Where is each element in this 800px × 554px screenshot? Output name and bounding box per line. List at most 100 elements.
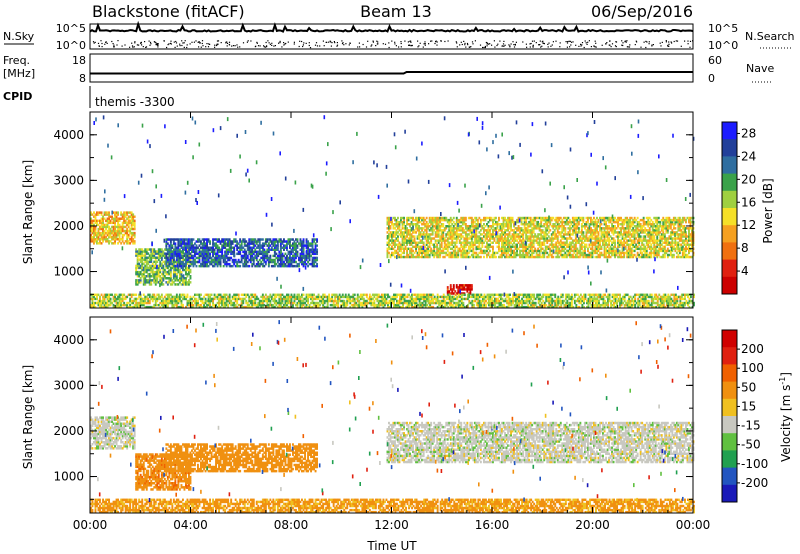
heatmap-cell	[483, 241, 485, 244]
heatmap-cell	[433, 220, 436, 224]
heatmap-cell	[289, 256, 291, 260]
heatmap-cell	[295, 246, 297, 249]
heatmap-cell	[463, 243, 466, 246]
heatmap-cell	[407, 223, 410, 226]
heatmap-cell	[243, 244, 246, 247]
heatmap-cell	[653, 241, 656, 244]
heatmap-cell	[523, 216, 526, 220]
heatmap-cell	[440, 216, 443, 220]
heatmap-cell	[258, 238, 261, 241]
heatmap-cell	[469, 243, 472, 246]
heatmap-cell	[508, 231, 511, 234]
nsearch-point	[376, 40, 378, 42]
heatmap-cell	[188, 270, 190, 274]
heatmap-cell	[147, 248, 150, 251]
heatmap-cell	[522, 229, 525, 232]
heatmap-cell	[428, 220, 431, 224]
heatmap-cell	[606, 249, 609, 253]
heatmap-cell	[472, 247, 475, 251]
heatmap-cell	[585, 223, 588, 226]
heatmap-cell	[552, 233, 555, 236]
nsearch-point	[208, 43, 210, 45]
heatmap-cell	[212, 264, 215, 268]
nsearch-point	[167, 44, 169, 46]
heatmap-cell	[121, 238, 124, 241]
heatmap-cell	[201, 256, 204, 260]
heatmap-cell	[316, 258, 319, 262]
nsearch-point	[302, 44, 304, 46]
heatmap-cell	[401, 225, 404, 228]
heatmap-cell	[115, 233, 118, 237]
heatmap-cell	[273, 242, 276, 245]
nsearch-point	[482, 46, 484, 49]
heatmap-cell	[570, 245, 573, 249]
heatmap-cell	[537, 216, 540, 220]
heatmap-cell	[121, 225, 124, 229]
heatmap-cell	[412, 239, 415, 242]
heatmap-cell	[605, 249, 608, 253]
nsearch-point	[533, 40, 535, 42]
heatmap-cell	[489, 229, 491, 232]
nsearch-point	[254, 46, 256, 48]
heatmap-cell	[656, 249, 659, 253]
nsearch-point	[417, 46, 419, 48]
heatmap-cell	[514, 239, 517, 242]
heatmap-cell	[144, 252, 147, 255]
nsearch-point	[464, 44, 466, 46]
heatmap-cell	[522, 255, 525, 259]
heatmap-cell	[421, 251, 424, 255]
heatmap-cell	[394, 241, 396, 244]
heatmap-cell	[230, 242, 233, 245]
heatmap-cell	[178, 277, 181, 280]
heatmap-cell	[574, 216, 577, 220]
heatmap-cell	[590, 241, 592, 244]
heatmap-cell	[505, 229, 508, 232]
heatmap-cell	[204, 262, 207, 266]
heatmap-cell	[525, 227, 528, 230]
heatmap-cell	[460, 253, 463, 257]
heatmap-cell	[496, 233, 499, 236]
heatmap-cell	[523, 218, 526, 222]
heatmap-cell	[535, 253, 538, 257]
heatmap-cell	[580, 243, 583, 246]
heatmap-cell	[537, 241, 540, 244]
heatmap-cell	[636, 223, 639, 226]
heatmap-cell	[169, 246, 172, 249]
heatmap-cell	[218, 248, 221, 251]
freq-tick-bottom: 8	[79, 72, 86, 85]
heatmap-cell	[466, 227, 469, 230]
heatmap-cell	[410, 253, 413, 257]
heatmap-cell	[596, 239, 598, 242]
heatmap-cell	[666, 253, 669, 257]
heatmap-cell	[603, 251, 606, 255]
heatmap-cell	[278, 254, 281, 258]
heatmap-cell	[228, 258, 231, 262]
heatmap-cell	[272, 264, 275, 268]
heatmap-cell	[157, 268, 160, 272]
heatmap-cell	[543, 253, 546, 257]
nsearch-point	[508, 44, 510, 46]
heatmap-cell	[108, 225, 111, 229]
heatmap-cell	[660, 239, 663, 242]
heatmap-cell	[526, 227, 529, 230]
heatmap-cell	[404, 239, 407, 242]
heatmap-cell	[519, 227, 522, 230]
heatmap-cell	[629, 247, 632, 251]
heatmap-cell	[108, 229, 111, 233]
heatmap-cell	[624, 241, 627, 244]
heatmap-cell	[492, 220, 494, 224]
heatmap-cell	[151, 272, 154, 276]
heatmap-cell	[129, 215, 132, 218]
nsearch-point	[263, 45, 265, 47]
heatmap-cell	[556, 229, 559, 232]
nsearch-point	[687, 40, 689, 42]
heatmap-cell	[582, 220, 585, 224]
heatmap-cell	[540, 247, 543, 251]
heatmap-cell	[404, 231, 407, 234]
heatmap-cell	[439, 229, 442, 232]
nsearch-point	[486, 45, 488, 47]
heatmap-cell	[395, 229, 398, 232]
heatmap-cell	[528, 225, 531, 228]
heatmap-cell	[394, 245, 396, 249]
nsearch-point	[547, 43, 549, 45]
